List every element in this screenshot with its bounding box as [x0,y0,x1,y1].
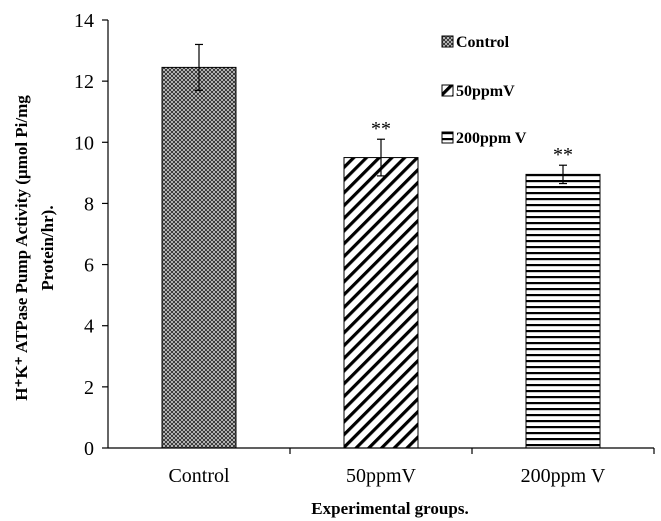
legend-item-200ppmv: 200ppm V [441,130,527,147]
legend-item-50ppmv: 50ppmV [441,83,515,100]
legend: Control 50ppmV 200ppm V [441,34,527,147]
legend-label-50ppmv: 50ppmV [456,83,515,100]
legend-swatch-200ppmv [441,131,454,144]
legend-label-200ppmv: 200ppm V [456,130,527,147]
legend-item-control: Control [441,34,510,51]
bar [161,66,237,449]
y-tick-label: 4 [84,316,94,338]
significance-marker: ** [553,144,573,166]
x-tick-label: 50ppmV [346,465,417,487]
y-tick-label: 14 [74,10,94,32]
legend-label-control: Control [456,34,510,51]
y-tick-label: 12 [74,71,94,93]
bar [343,157,419,449]
y-tick-label: 2 [84,377,94,399]
significance-marker: ** [371,118,391,140]
y-tick-label: 8 [84,193,94,215]
x-tick-label: Control [168,465,230,487]
y-tick-label: 10 [74,132,94,154]
y-tick-label: 6 [84,255,94,277]
legend-swatch-control [441,35,454,48]
x-axis-label: Experimental groups. [311,499,468,518]
x-tick-label: 200ppm V [521,465,606,487]
y-tick-label: 0 [84,438,94,460]
legend-swatch-50ppmv [441,84,454,97]
y-axis-label-line2: Protein/hr). [38,205,57,290]
bar [525,173,601,449]
y-axis-label-line1: H⁺K⁺ ATPase Pump Activity (µmol Pi/mg [12,95,31,401]
